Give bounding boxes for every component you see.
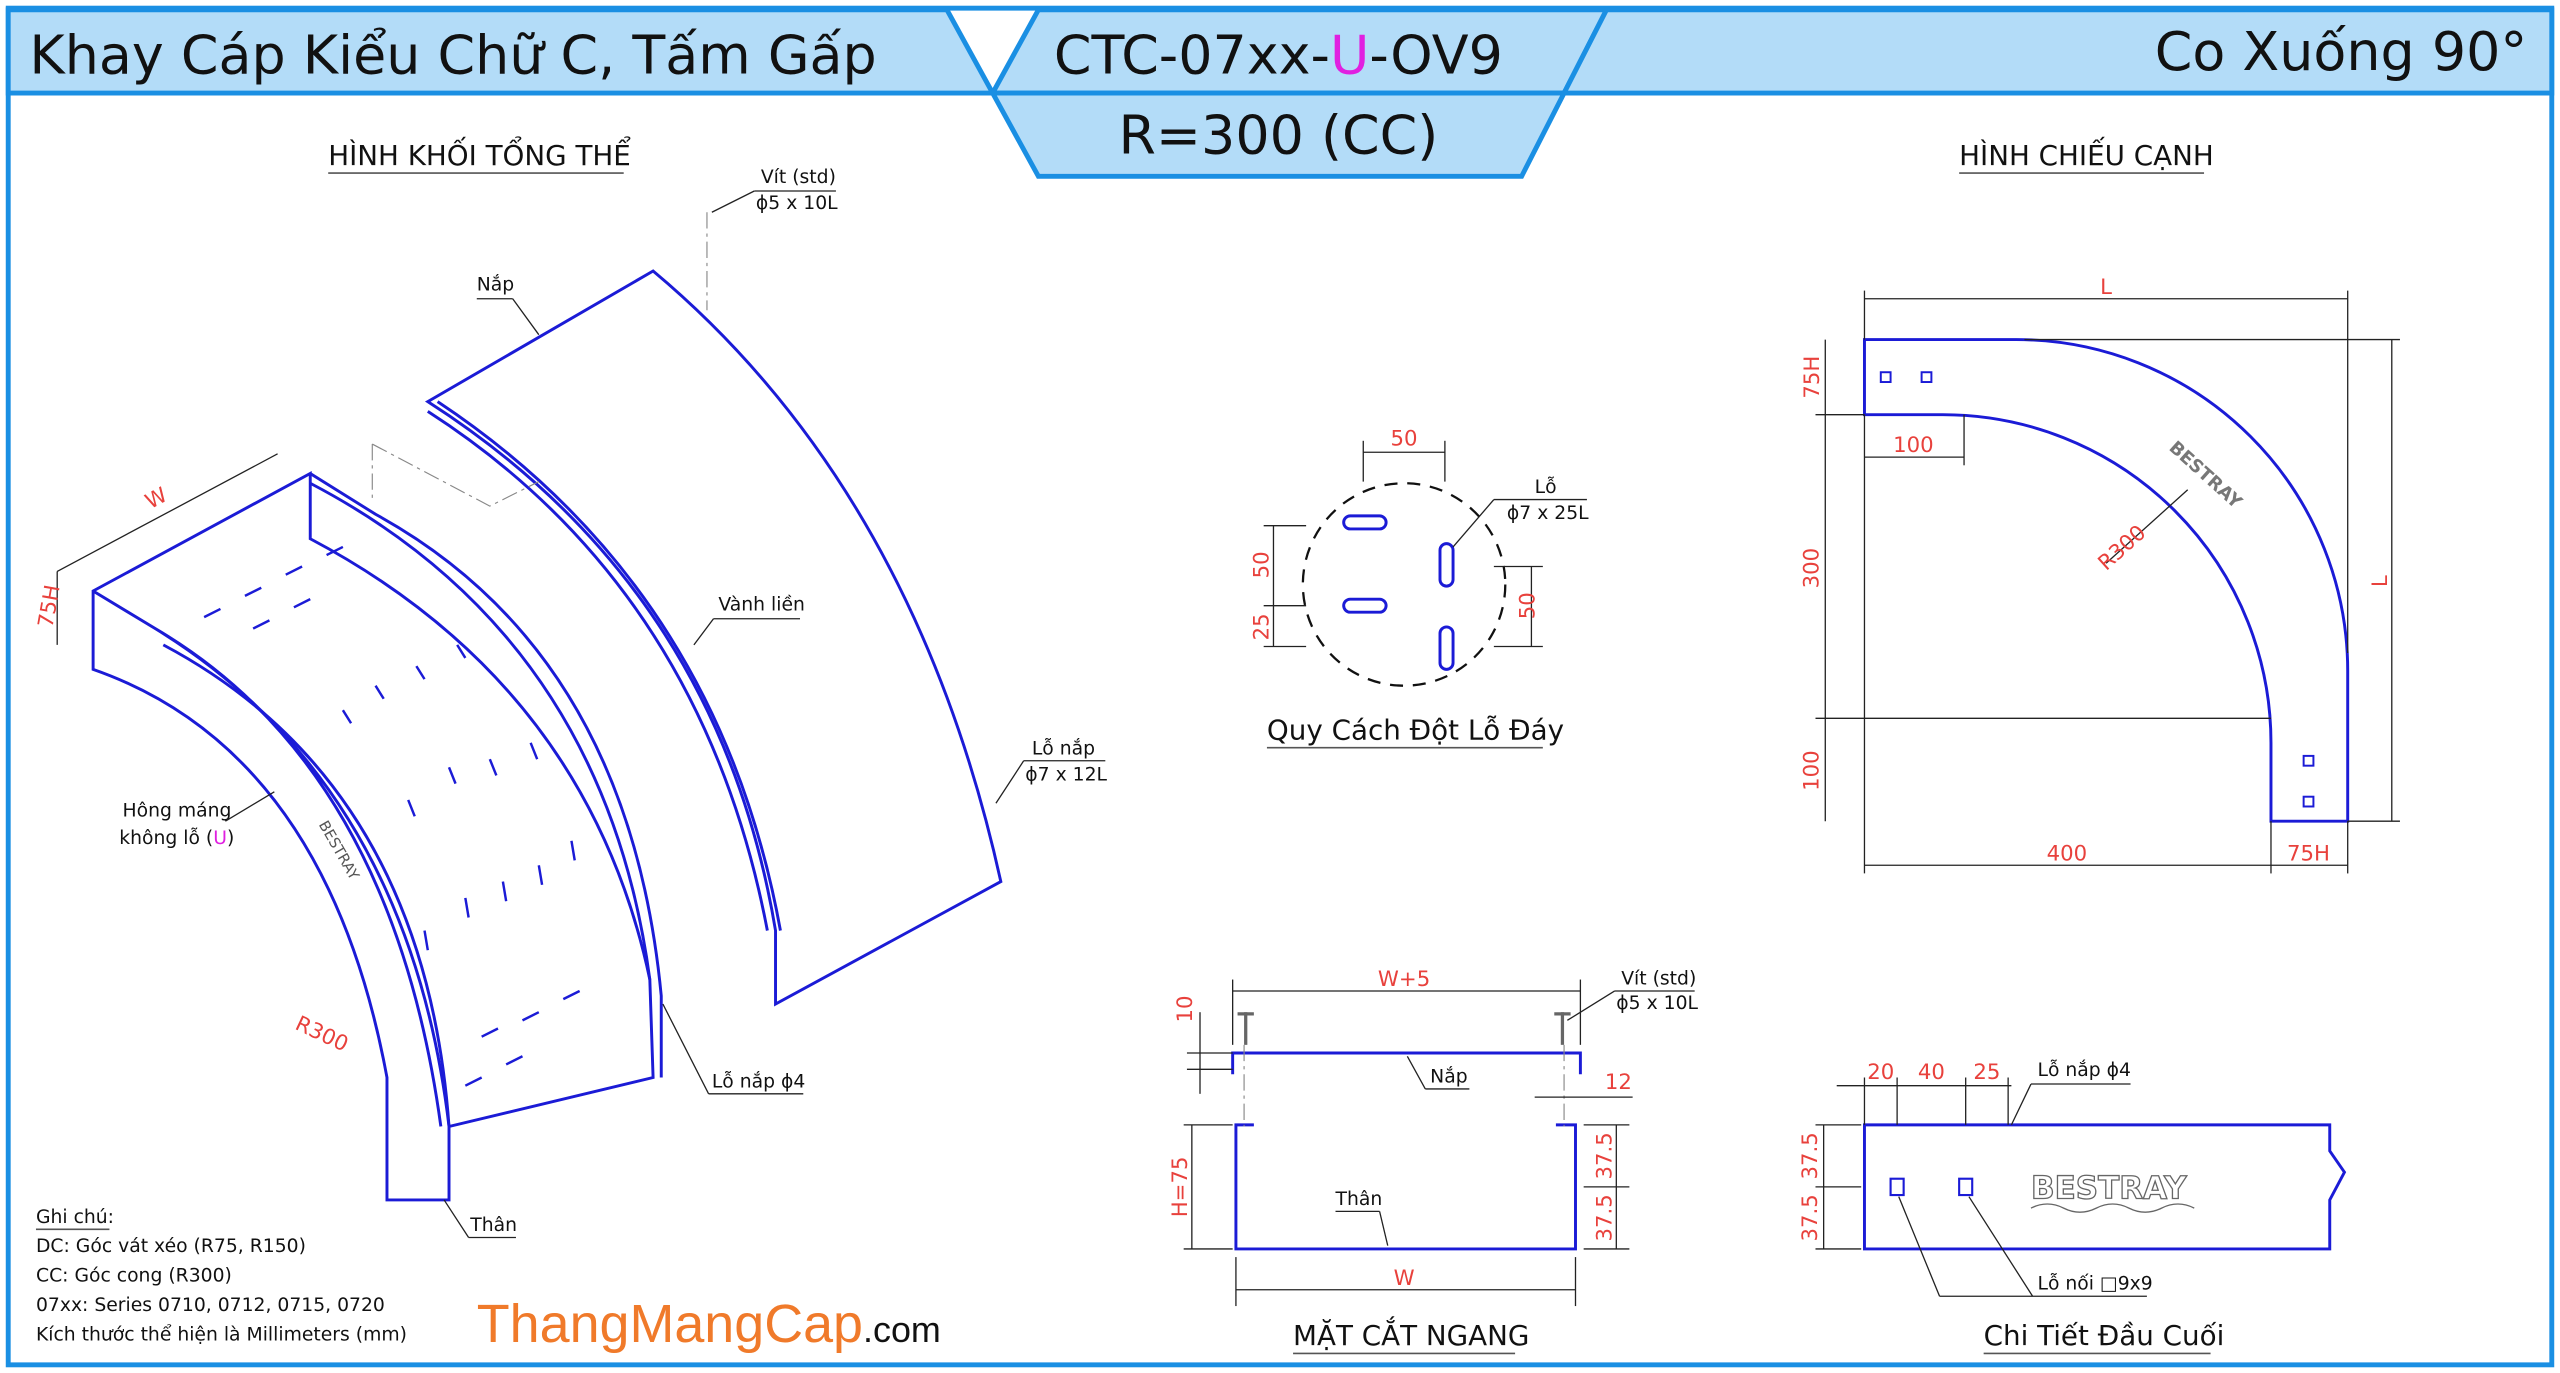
header-title: Khay Cáp Kiểu Chữ C, Tấm Gấp [29, 23, 876, 86]
side-profile [1862, 338, 2350, 823]
cross-section-view: W+5 10 12 H=75 37.5 37.5 W Vít (std) ϕ5 … [1168, 967, 1699, 1355]
cs-body [1234, 1123, 1577, 1251]
iso-dim-w: W [141, 483, 171, 515]
side-brand: BESTRAY [2165, 437, 2247, 514]
side-view: HÌNH CHIẾU CẠNH L L 75H 300 100 100 400 … [1800, 135, 2400, 874]
hole-dim-left-lower: 25 [1250, 613, 1275, 640]
end-dim-375-lower: 37.5 [1798, 1194, 1823, 1241]
end-detail-view: 20 40 25 Lỗ nắp ϕ4 37.5 37.5 BESTRAY Lỗ … [1798, 1058, 2347, 1355]
hole-label: Lỗ [1535, 476, 1557, 498]
side-dim-75h-bottom: 75H [2287, 841, 2330, 866]
cs-dim-375-upper: 37.5 [1592, 1132, 1617, 1179]
iso-cover-hole-size: ϕ7 x 12L [1025, 764, 1107, 785]
code-prefix: CTC-07xx- [1054, 23, 1330, 86]
side-dim-100-left: 100 [1800, 750, 1825, 791]
side-dim-75h-left: 75H [1800, 356, 1825, 399]
iso-rim-label: Vành liền [718, 594, 805, 616]
side-dim-100-top: 100 [1893, 433, 1934, 458]
iso-view: HÌNH KHỐI TỔNG THỂ W 75H R300 BESTRAY Ví… [34, 135, 1108, 1239]
code-variant: U [1330, 23, 1369, 86]
header-right-title: Co Xuống 90° [2155, 20, 2528, 83]
side-dim-r: R300 [2093, 520, 2151, 576]
header-right-panel [1560, 7, 2555, 96]
iso-side-label-1: Hông máng [123, 800, 232, 821]
end-dim-40: 40 [1918, 1060, 1945, 1085]
cs-dim-h: H=75 [1168, 1157, 1193, 1218]
note-line: 07xx: Series 0710, 0712, 0715, 0720 [36, 1295, 385, 1316]
cs-dim-375-lower: 37.5 [1592, 1194, 1617, 1241]
iso-side-label-2: không lỗ (U) [119, 827, 234, 849]
side-view-title: HÌNH CHIẾU CẠNH [1959, 135, 2214, 172]
tray-body [91, 470, 655, 1202]
cs-body-label: Thân [1335, 1189, 1383, 1210]
code-suffix: -OV9 [1369, 23, 1503, 86]
end-dim-375-upper: 37.5 [1798, 1132, 1823, 1179]
iso-dim-r: R300 [291, 1011, 352, 1057]
iso-screw-label: Vít (std) [761, 167, 836, 188]
cs-cover [1231, 1051, 1582, 1075]
notes: Ghi chú: DC: Góc vát xéo (R75, R150) CC:… [36, 1207, 407, 1346]
hole-dim-left-upper: 50 [1250, 551, 1275, 578]
iso-view-title: HÌNH KHỐI TỔNG THỂ [328, 135, 631, 172]
cover-plate [424, 269, 1003, 1007]
iso-cover-label: Nắp [477, 273, 514, 296]
end-joint-hole: Lỗ nối □9x9 [2038, 1273, 2153, 1295]
iso-dim-h: 75H [34, 583, 66, 630]
side-dim-400: 400 [2047, 841, 2088, 866]
cover-rim [426, 410, 769, 931]
hole-dim-right: 50 [1516, 592, 1541, 619]
cs-screw-size: ϕ5 x 10L [1616, 993, 1698, 1014]
side-dim-l-top: L [2100, 275, 2112, 300]
detail-circle [1301, 482, 1507, 687]
end-dim-25: 25 [1973, 1060, 2000, 1085]
radius-label: R=300 (CC) [1119, 103, 1439, 166]
end-cover-hole: Lỗ nắp ϕ4 [2038, 1058, 2132, 1081]
cs-dim-w5: W+5 [1378, 967, 1430, 992]
notes-heading: Ghi chú: [36, 1207, 114, 1228]
end-title: Chi Tiết Đầu Cuối [1984, 1319, 2225, 1352]
iso-screw-size: ϕ5 x 10L [756, 193, 838, 214]
iso-body-label: Thân [469, 1215, 517, 1236]
end-brand-logo: BESTRAY [2031, 1170, 2187, 1206]
product-code: CTC-07xx-U-OV9 [1054, 23, 1503, 86]
hole-dim-top: 50 [1391, 427, 1418, 452]
end-profile [1862, 1123, 2347, 1251]
sheet-border [5, 5, 2555, 1368]
note-line: Kích thước thể hiện là Millimeters (mm) [36, 1323, 407, 1345]
title-block: Khay Cáp Kiểu Chữ C, Tấm Gấp CTC-07xx-U-… [5, 7, 2555, 179]
cs-dim-10: 10 [1173, 995, 1198, 1022]
note-line: DC: Góc vát xéo (R75, R150) [36, 1236, 306, 1257]
hole-size: ϕ7 x 25L [1507, 503, 1589, 524]
iso-cover-hole-label: Lỗ nắp [1032, 736, 1095, 759]
cs-screw-label: Vít (std) [1621, 968, 1696, 989]
side-dim-300: 300 [1800, 548, 1825, 589]
hole-pattern-view: 50 50 25 50 Lỗ ϕ7 x 25L Quy Cách Đột Lỗ … [1250, 427, 1589, 749]
hole-pattern-title: Quy Cách Đột Lỗ Đáy [1267, 714, 1564, 747]
cs-dim-12: 12 [1605, 1070, 1632, 1095]
cs-dim-w: W [1394, 1266, 1415, 1291]
header-radius-panel [988, 90, 1569, 179]
side-dim-l-right: L [2368, 575, 2393, 587]
watermark-logo: ThangMangCap.com [477, 1294, 941, 1354]
iso-cover-hole-small: Lỗ nắp ϕ4 [712, 1069, 806, 1092]
cs-title: MẶT CẮT NGANG [1293, 1315, 1529, 1352]
cs-cover-label: Nắp [1430, 1064, 1467, 1087]
end-dim-20: 20 [1867, 1060, 1894, 1085]
note-line: CC: Góc cong (R300) [36, 1266, 232, 1287]
